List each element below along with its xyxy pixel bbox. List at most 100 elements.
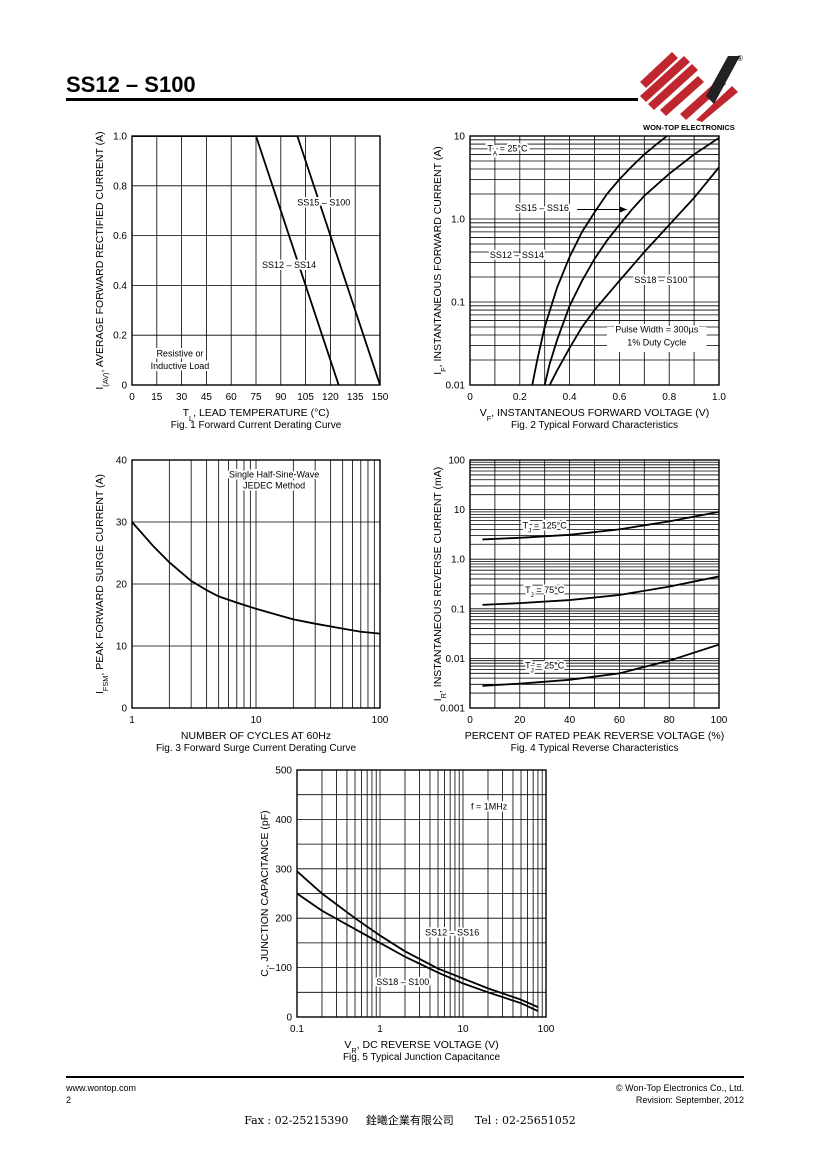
annotation-text: SS15 – SS16: [515, 203, 569, 213]
x-tick-label: 45: [201, 392, 213, 403]
page-title: SS12 – S100: [66, 72, 196, 97]
y-tick-label: 0.4: [113, 281, 127, 292]
series-line-2: [543, 137, 719, 385]
x-tick-label: 1.0: [712, 392, 726, 403]
figure-caption: Fig. 3 Forward Surge Current Derating Cu…: [156, 743, 357, 754]
y-tick-label: 1.0: [451, 555, 465, 566]
x-tick-label: 0.4: [563, 392, 577, 403]
footer-copyright: © Won-Top Electronics Co., Ltd.: [615, 1083, 744, 1093]
x-tick-label: 10: [250, 715, 262, 726]
arrow-head: [619, 206, 627, 213]
annotation-text: Resistive or: [156, 348, 203, 358]
series-line-3: [548, 166, 719, 385]
x-tick-label: 100: [711, 715, 728, 726]
x-tick-label: 0.1: [290, 1024, 304, 1035]
figure-caption: Fig. 5 Typical Junction Capacitance: [343, 1052, 501, 1063]
y-tick-label: 0: [121, 381, 127, 392]
footer-website-link[interactable]: www.wontop.com: [66, 1083, 137, 1093]
page-number: 2: [66, 1095, 72, 1105]
y-tick-label: 500: [275, 766, 292, 777]
x-axis-label: NUMBER OF CYCLES AT 60Hz: [181, 730, 331, 742]
x-tick-label: 30: [176, 392, 188, 403]
registered-mark: ®: [737, 54, 743, 63]
x-tick-label: 0: [467, 715, 473, 726]
x-tick-label: 0.8: [662, 392, 676, 403]
x-tick-label: 120: [322, 392, 339, 403]
note-background: [606, 326, 707, 352]
plot-frame: [469, 459, 720, 709]
y-tick-label: 10: [116, 642, 128, 653]
y-tick-label: 400: [275, 815, 292, 826]
x-tick-label: 1: [377, 1024, 383, 1035]
y-tick-label: 1.0: [113, 132, 127, 143]
x-axis-label: TL, LEAD TEMPERATURE (°C): [183, 407, 330, 423]
annotation-text: JEDEC Method: [243, 481, 305, 491]
annotation-text: SS12 – SS14: [490, 250, 544, 260]
brand-name: WON-TOP ELECTRONICS: [643, 123, 735, 132]
chart-3: 1 10 100 0 10 20 30 40 Single Half-Sine-Wave JEDE…: [94, 456, 389, 755]
x-tick-label: 105: [297, 392, 314, 403]
annotation-text: SS18 – S100: [634, 275, 687, 285]
y-tick-label: 10: [454, 132, 466, 143]
y-tick-label: 300: [275, 864, 292, 875]
x-tick-label: 60: [614, 715, 626, 726]
annotation-text: 1% Duty Cycle: [627, 337, 686, 347]
x-tick-label: 135: [347, 392, 364, 403]
x-tick-label: 100: [372, 715, 389, 726]
figure-caption: Fig. 4 Typical Reverse Characteristics: [511, 743, 679, 754]
annotation-text: SS12 – SS14: [262, 260, 316, 270]
annotation-text: SS15 – S100: [297, 198, 350, 208]
y-axis-label: IR, INSTANTANEOUS REVERSE CURRENT (mA): [432, 467, 448, 702]
y-tick-label: 0.6: [113, 231, 127, 242]
x-axis-label: VF, INSTANTANEOUS FORWARD VOLTAGE (V): [480, 407, 710, 423]
y-tick-label: 100: [275, 963, 292, 974]
x-tick-label: 0: [129, 392, 135, 403]
annotation-text: TJ = 75°C: [525, 585, 565, 599]
annotation-text: Single Half-Sine-Wave: [229, 469, 319, 479]
series-line-2: [297, 892, 539, 1012]
y-tick-label: 0: [121, 704, 127, 715]
x-tick-label: 20: [514, 715, 526, 726]
series-line-1: [132, 136, 380, 385]
chart-4: 0 20 40 60 80 100 0.001 0.01 0.1 1.0 10 100 TJ = 125…: [432, 456, 728, 755]
chart-5: 0.1 1 10 100 0 100 200 300 400 500 f = 1MHz SS12 – …: [259, 766, 555, 1064]
y-axis-label: Cj, JUNCTION CAPACITANCE (pF): [259, 810, 275, 976]
x-tick-label: 0.6: [612, 392, 626, 403]
annotation-text: f = 1MHz: [471, 802, 508, 812]
y-tick-label: 0.2: [113, 331, 127, 342]
x-tick-label: 40: [564, 715, 576, 726]
x-tick-label: 75: [250, 392, 262, 403]
annotation-text: TA = 25°C: [487, 144, 528, 158]
y-tick-label: 0.1: [451, 298, 465, 309]
fax-tel-line: Fax : 02-25215390 銓曦企業有限公司 Tel : 02-2565…: [244, 1114, 576, 1127]
y-tick-label: 200: [275, 914, 292, 925]
x-tick-label: 90: [275, 392, 287, 403]
x-tick-label: 15: [151, 392, 163, 403]
x-tick-label: 100: [538, 1024, 555, 1035]
y-tick-label: 20: [116, 580, 128, 591]
y-tick-label: 0.8: [113, 181, 127, 192]
y-axis-label: IF, INSTANTANEOUS FORWARD CURRENT (A): [432, 146, 448, 375]
chart-1: 0 15 30 45 60 75 90 105 120 135 150 0 0.2 0.4 0.6 0.8 1.…: [94, 131, 389, 431]
footer-revision: Revision: September, 2012: [635, 1095, 744, 1105]
logo-mark: [640, 52, 740, 122]
series-line-2: [132, 136, 340, 385]
y-tick-label: 0.01: [446, 381, 466, 392]
series-line-2: [482, 575, 719, 606]
footer-rule: [66, 1076, 744, 1078]
brand-logo: [640, 52, 740, 122]
x-tick-label: 60: [226, 392, 238, 403]
plot-frame: [469, 135, 720, 386]
series-line-1: [297, 870, 539, 1008]
annotation-text: Inductive Load: [151, 361, 210, 371]
title-rule: [66, 98, 638, 101]
series-line-1: [132, 521, 380, 635]
annotation-text: TJ = 25°C: [525, 661, 565, 675]
x-tick-label: 150: [372, 392, 389, 403]
y-tick-label: 0: [286, 1013, 292, 1024]
y-tick-label: 0.001: [440, 704, 465, 715]
chart-2: 0 0.2 0.4 0.6 0.8 1.0 0.01 0.1 1.0 10 TA = 25°C SS1…: [432, 132, 726, 432]
x-axis-label: PERCENT OF RATED PEAK REVERSE VOLTAGE (%…: [465, 730, 724, 742]
x-axis-label: VR, DC REVERSE VOLTAGE (V): [344, 1039, 498, 1055]
